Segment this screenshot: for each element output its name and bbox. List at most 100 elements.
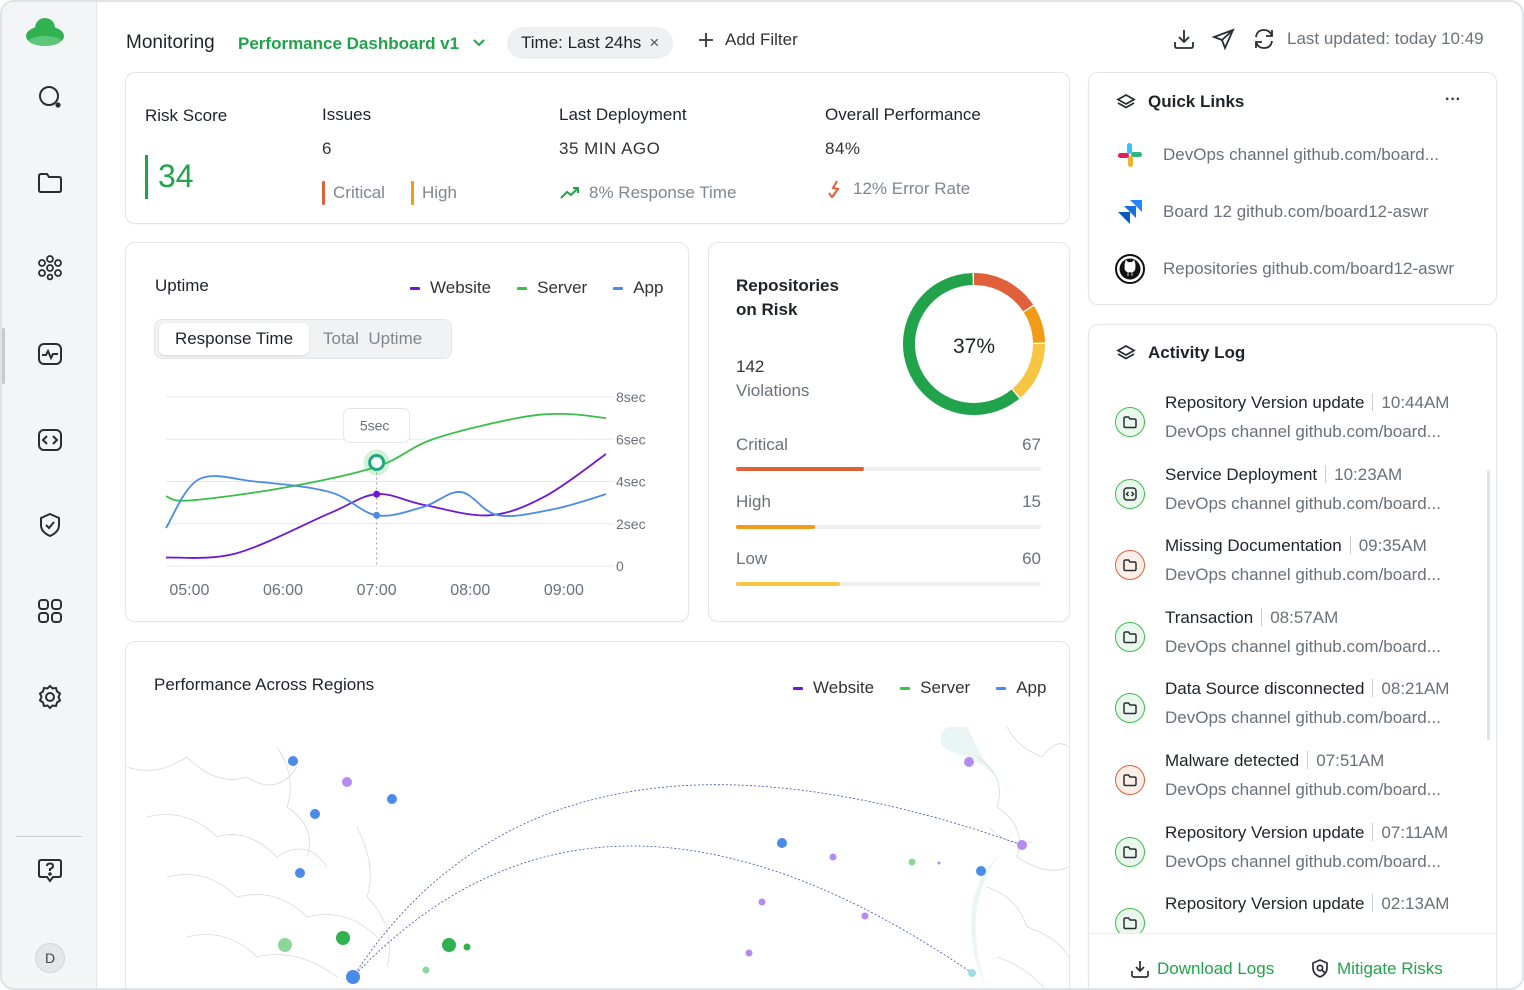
page-title: Monitoring	[126, 32, 215, 53]
issues-label: Issues	[322, 105, 372, 124]
activity-item-time: 07:11AM	[1381, 822, 1449, 842]
sidebar-item-apps[interactable]	[28, 589, 72, 633]
activity-icon	[38, 343, 62, 365]
activity-item-name: Repository Version update	[1165, 822, 1365, 842]
error-spike-icon	[828, 180, 840, 199]
legend-website[interactable]: Website	[410, 278, 491, 298]
y-tick-label: 2sec	[616, 516, 646, 532]
activity-log-title: Activity Log	[1148, 343, 1246, 362]
sidebar-item-code[interactable]	[28, 418, 72, 462]
uptime-legend: Website Server App	[410, 278, 663, 298]
activity-item[interactable]: Repository Version update 02:13AM	[1115, 894, 1485, 960]
critical-marker	[322, 181, 325, 205]
shield-search-icon	[1312, 959, 1328, 978]
issues-value: 6	[322, 139, 332, 158]
toggle-response-time[interactable]: Response Time	[159, 323, 309, 355]
activity-item[interactable]: Missing Documentation 09:35AM DevOps chann…	[1115, 536, 1485, 602]
mitigate-risks-label: Mitigate Risks	[1337, 959, 1443, 978]
cloud-logo[interactable]	[24, 14, 66, 48]
sidebar-item-search[interactable]	[28, 75, 72, 119]
sidebar-item-team[interactable]	[28, 245, 72, 289]
sidebar-item-files[interactable]	[28, 161, 72, 205]
folder-icon	[1115, 693, 1145, 724]
activity-item-time: 08:21AM	[1381, 679, 1450, 699]
activity-scrollbar[interactable]	[1487, 470, 1490, 740]
performance-sub: 12% Error Rate	[825, 179, 970, 199]
plus-icon	[699, 33, 713, 47]
server-point-marker[interactable]	[368, 453, 386, 471]
avatar[interactable]: D	[35, 943, 65, 973]
website-point-marker	[373, 490, 381, 498]
land-africa	[967, 727, 1069, 988]
activity-item-name: Malware detected	[1165, 751, 1300, 770]
activity-item-time: 07:51AM	[1316, 751, 1385, 770]
sidebar-item-security[interactable]	[28, 503, 72, 547]
legend-server[interactable]: Server	[517, 278, 587, 298]
time-filter-chip[interactable]: Time: Last 24hs ×	[507, 27, 674, 59]
activity-item-time: 10:23AM	[1334, 464, 1403, 484]
quick-link-item[interactable]: DevOps channel github.com/board...	[1115, 140, 1439, 170]
download-icon[interactable]	[1171, 26, 1197, 52]
risk-critical-track	[736, 467, 1041, 471]
mitigate-risks-button[interactable]: Mitigate Risks	[1309, 958, 1443, 980]
more-options-button[interactable]: ···	[1445, 91, 1461, 108]
sidebar-item-monitoring[interactable]	[28, 332, 72, 376]
toggle-total-uptime[interactable]: Total Uptime	[323, 329, 423, 348]
risk-high-fill	[736, 525, 816, 529]
donut-segment-high	[1023, 305, 1045, 344]
activity-item-title: Repository Version update 07:11AM	[1165, 822, 1449, 843]
regions-legend-app[interactable]: App	[996, 678, 1046, 698]
regions-legend-server[interactable]: Server	[900, 678, 970, 698]
violations-count: 142	[736, 357, 765, 376]
series-line-server	[165, 412, 607, 502]
quick-link-item[interactable]: Board 12 github.com/board12-aswr	[1115, 197, 1429, 227]
activity-item-detail: DevOps channel github.com/board...	[1165, 851, 1441, 871]
activity-item-detail: DevOps channel github.com/board...	[1165, 493, 1441, 513]
y-tick-label: 0	[616, 558, 624, 574]
activity-item[interactable]: Repository Version update 07:11AM DevOps c…	[1115, 822, 1485, 889]
refresh-icon[interactable]	[1251, 26, 1277, 52]
code-icon	[1115, 478, 1145, 509]
activity-item-name: Transaction	[1165, 607, 1254, 627]
risk-low-value: 60	[1022, 549, 1041, 568]
chevron-down-icon[interactable]	[471, 34, 487, 50]
risk-donut-chart	[903, 273, 1045, 415]
close-icon[interactable]: ×	[649, 33, 660, 52]
activity-item[interactable]: Repository Version update 10:44AM DevOps c…	[1115, 393, 1485, 459]
activity-item[interactable]: Malware detected 07:51AM DevOps channel gi…	[1115, 751, 1485, 817]
performance-label: Overall Performance	[825, 105, 981, 124]
header-actions	[1171, 26, 1277, 52]
activity-item-detail: DevOps channel github.com/board...	[1165, 422, 1441, 441]
activity-item-name: Repository Version update	[1165, 393, 1365, 412]
search-icon	[39, 86, 61, 108]
x-tick-label: 05:00	[169, 582, 209, 599]
sidebar-item-help[interactable]	[28, 848, 72, 892]
series-line-website	[165, 453, 607, 559]
activity-item[interactable]: Data Source disconnected 08:21AM DevOps ch…	[1115, 679, 1485, 745]
add-filter-button[interactable]: Add Filter	[697, 30, 798, 50]
dashboard-selector[interactable]: Performance Dashboard v1	[238, 34, 460, 53]
quick-links-header: Quick Links	[1116, 92, 1244, 112]
series-line-app	[165, 475, 607, 529]
donut-segment-critical	[973, 273, 1034, 312]
sidebar-item-settings[interactable]	[28, 675, 72, 719]
performance-value: 84%	[825, 139, 861, 158]
risk-percent: 37%	[952, 335, 996, 358]
send-icon[interactable]	[1211, 26, 1237, 52]
regions-map[interactable]	[127, 727, 1069, 988]
regions-legend-website-label: Website	[813, 678, 875, 697]
quick-link-item[interactable]: Repositories github.com/board12-aswr	[1115, 254, 1454, 284]
activity-log-header: Activity Log	[1116, 343, 1245, 363]
regions-legend: Website Server App	[793, 678, 1046, 698]
regions-legend-website[interactable]: Website	[793, 678, 874, 698]
download-logs-button[interactable]: Download Logs	[1129, 958, 1274, 980]
settings-icon	[38, 684, 62, 710]
activity-item[interactable]: Transaction 08:57AM DevOps channel github.…	[1115, 607, 1485, 674]
x-tick-label: 09:00	[544, 582, 584, 599]
shield-icon	[40, 512, 60, 538]
activity-item[interactable]: Service Deployment 10:23AM DevOps channel …	[1115, 464, 1485, 531]
repositories-title-line2: on Risk	[736, 300, 798, 319]
activity-item-name: Service Deployment	[1165, 464, 1318, 484]
legend-app[interactable]: App	[613, 278, 663, 298]
